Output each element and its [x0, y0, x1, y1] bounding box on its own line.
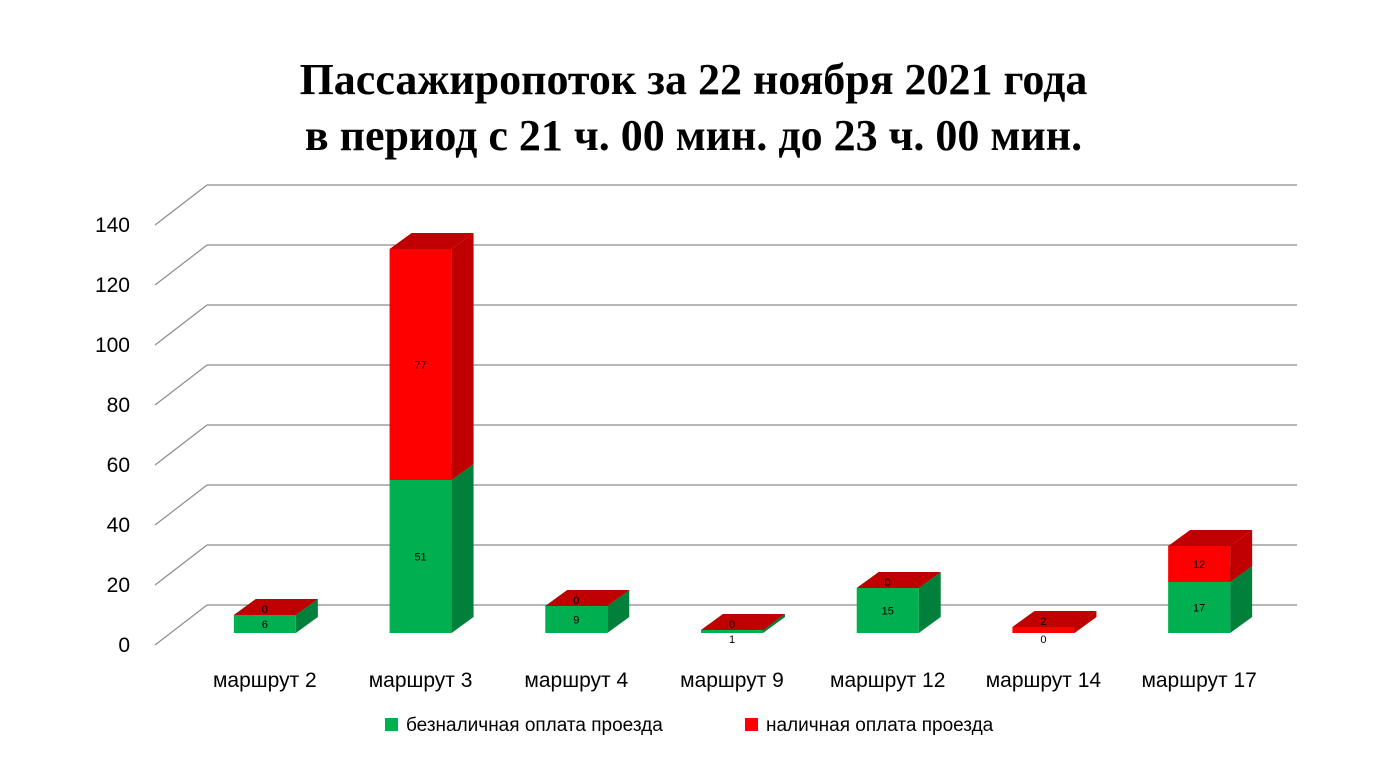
bar-front	[389, 480, 452, 633]
bar-front	[389, 249, 452, 480]
data-label: 77	[414, 360, 426, 372]
data-label: 12	[1193, 559, 1205, 571]
bar-front	[856, 588, 919, 633]
bar-side	[1074, 611, 1097, 633]
chart-title-line-2: в период с 21 ч. 00 мин. до 23 ч. 00 мин…	[304, 111, 1083, 160]
legend-label: безналичная оплата проезда	[406, 715, 663, 736]
bar-top	[1168, 530, 1253, 546]
data-label: 0	[729, 619, 735, 631]
bar-side	[451, 464, 474, 633]
y-tick-label: 20	[107, 574, 130, 597]
bar-segment-cash	[1012, 611, 1097, 633]
y-tick-label: 40	[107, 514, 130, 537]
bar-side	[1230, 530, 1253, 582]
data-label: 6	[262, 619, 268, 631]
bar-segment-cash	[856, 572, 941, 589]
y-tick-label: 140	[95, 214, 130, 237]
gridline	[154, 244, 1297, 286]
bar-front	[1168, 546, 1231, 582]
x-tick-label: маршрут 14	[986, 669, 1102, 692]
legend: безналичная оплата проезда наличная оплат…	[385, 715, 994, 736]
bar-side	[1230, 566, 1253, 633]
bar-side	[607, 590, 630, 633]
x-tick-label: маршрут 9	[680, 669, 784, 692]
bar-segment-cash	[701, 614, 785, 631]
bar-side	[451, 233, 474, 480]
legend-swatch	[385, 718, 398, 731]
data-label: 0	[262, 604, 268, 616]
bar-side	[295, 599, 318, 633]
data-label: 9	[573, 615, 579, 627]
data-label: 0	[885, 577, 891, 589]
bar-top	[701, 614, 785, 630]
gridline	[154, 304, 1297, 346]
y-tick-label: 100	[95, 334, 130, 357]
x-tick-label: маршрут 4	[524, 669, 628, 692]
data-label: 0	[573, 595, 579, 607]
x-tick-label: маршрут 3	[369, 669, 473, 692]
gridline	[154, 184, 1297, 226]
bar-top	[233, 599, 318, 615]
legend-label: наличная оплата проезда	[766, 715, 994, 736]
bar-front	[701, 630, 763, 633]
data-label: 0	[1040, 634, 1046, 646]
bar-segment-cashless	[389, 464, 474, 633]
bar-front	[1168, 582, 1231, 633]
x-tick-label: маршрут 12	[830, 669, 945, 692]
bar-front	[545, 606, 608, 633]
gridline	[154, 424, 1297, 466]
legend-swatch	[745, 718, 758, 731]
data-label: 17	[1193, 603, 1205, 615]
bar-front	[233, 615, 296, 633]
chart-title: Пассажиропоток за 22 ноября 2021 года в …	[0, 52, 1387, 164]
bar-top	[545, 590, 630, 606]
data-label: 51	[414, 552, 426, 564]
bar-side	[918, 572, 941, 633]
bar-segment-cash	[545, 590, 630, 607]
bars-layer	[233, 233, 1253, 634]
bar-segment-cash	[389, 233, 474, 480]
grid-layer	[154, 184, 1297, 646]
bar-segment-cash	[233, 599, 318, 616]
y-tick-label: 60	[107, 454, 130, 477]
data-label: 15	[882, 606, 894, 618]
y-tick-label: 80	[107, 394, 130, 417]
y-tick-label: 0	[118, 634, 130, 657]
x-tick-label: маршрут 17	[1141, 669, 1256, 692]
bar-side	[763, 614, 785, 633]
data-label: 2	[1040, 616, 1046, 628]
bar-top	[1012, 611, 1097, 627]
gridline	[154, 484, 1297, 526]
gridline	[154, 544, 1297, 586]
y-tick-label: 120	[95, 274, 130, 297]
x-tick-label: маршрут 2	[213, 669, 317, 692]
bar-top	[389, 233, 474, 249]
bar-top	[856, 572, 941, 588]
data-label: 1	[729, 634, 735, 646]
bar-front	[1012, 627, 1075, 633]
bar-segment-cash	[1168, 530, 1253, 582]
gridline	[154, 364, 1297, 406]
chart-title-line-1: Пассажиропоток за 22 ноября 2021 года	[299, 55, 1088, 104]
